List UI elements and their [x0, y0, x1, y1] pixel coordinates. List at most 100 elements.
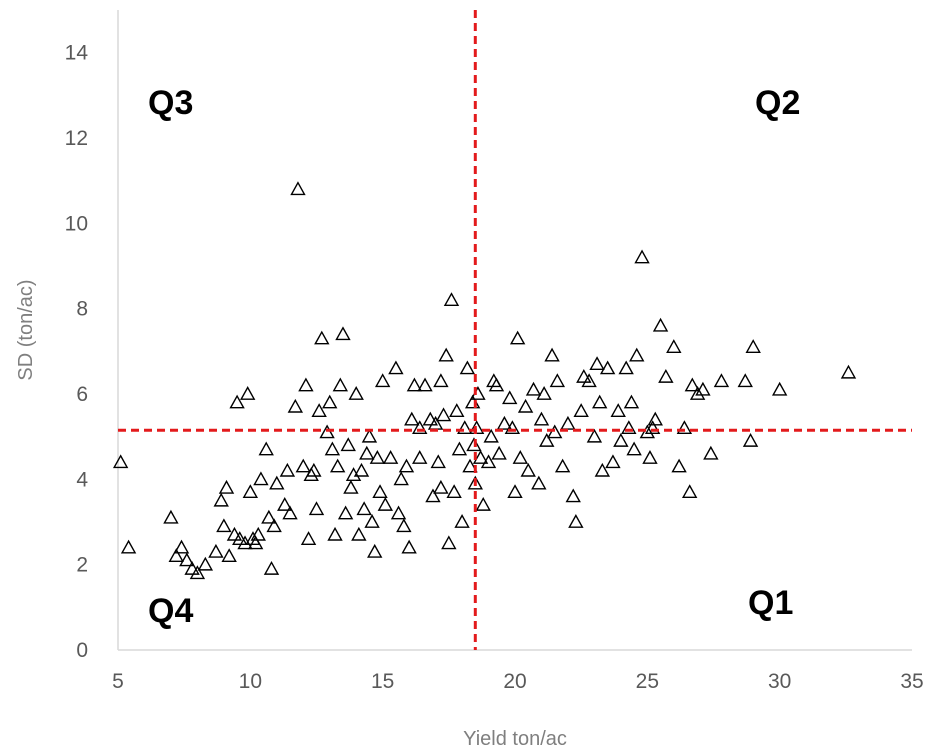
- data-point: [589, 356, 605, 371]
- data-points: [112, 181, 857, 580]
- x-tick-label: 25: [636, 670, 659, 693]
- data-point: [324, 441, 341, 456]
- data-point: [666, 339, 682, 353]
- threshold-lines: [118, 10, 912, 650]
- data-point: [599, 360, 616, 375]
- data-point: [253, 471, 269, 486]
- data-point: [327, 526, 343, 541]
- data-point: [504, 420, 521, 435]
- data-point: [462, 458, 478, 473]
- data-point: [689, 386, 706, 400]
- data-point: [737, 373, 753, 388]
- y-tick-label: 8: [76, 298, 88, 321]
- data-point: [449, 403, 465, 417]
- data-point: [340, 437, 356, 452]
- data-point: [629, 347, 645, 362]
- data-point: [446, 484, 462, 499]
- data-point: [404, 411, 420, 426]
- data-point: [457, 420, 473, 435]
- data-point: [322, 394, 338, 409]
- y-tick-label: 10: [65, 212, 88, 235]
- data-point: [533, 411, 550, 426]
- data-point: [554, 458, 571, 473]
- data-point: [525, 381, 542, 396]
- data-point: [258, 441, 274, 456]
- data-point: [581, 373, 597, 388]
- data-point: [208, 543, 224, 558]
- data-point: [388, 360, 404, 375]
- data-point: [592, 394, 608, 409]
- data-point: [509, 330, 526, 345]
- data-point: [189, 565, 206, 580]
- axis-titles: Yield ton/ac SD (ton/ac): [15, 279, 567, 750]
- data-point: [232, 531, 248, 545]
- y-tick-label: 14: [65, 42, 89, 65]
- data-point: [502, 390, 518, 405]
- data-point: [367, 543, 383, 558]
- data-point: [549, 373, 566, 388]
- data-point: [703, 445, 719, 460]
- data-point: [745, 339, 761, 353]
- data-point: [361, 428, 378, 443]
- data-point: [647, 411, 663, 426]
- data-point: [483, 428, 499, 443]
- data-point: [393, 471, 409, 486]
- data-point: [359, 445, 375, 460]
- data-point: [197, 556, 214, 571]
- data-point: [676, 420, 693, 435]
- data-point: [475, 496, 491, 511]
- data-point: [282, 505, 298, 520]
- data-point: [623, 394, 640, 409]
- data-point: [652, 317, 669, 332]
- data-point: [351, 526, 367, 541]
- tick-labels: 5 10 15 20 25 30 35 0 2 4 6 8 10 12 14: [65, 42, 924, 693]
- data-point: [306, 462, 322, 477]
- data-point: [300, 531, 317, 545]
- data-point: [287, 398, 304, 413]
- data-point: [417, 377, 433, 392]
- data-point: [261, 509, 277, 524]
- data-point: [568, 514, 584, 528]
- data-point: [120, 539, 137, 554]
- data-point: [435, 407, 452, 422]
- data-point: [216, 518, 232, 533]
- data-point: [840, 364, 857, 379]
- data-point: [573, 403, 589, 417]
- data-point: [242, 484, 259, 499]
- data-point: [218, 479, 235, 494]
- data-point: [345, 467, 362, 481]
- data-point: [314, 330, 330, 345]
- data-point: [491, 445, 507, 460]
- data-point: [308, 501, 325, 516]
- data-point: [412, 420, 428, 435]
- data-point: [406, 377, 423, 392]
- data-point: [335, 326, 351, 341]
- data-point: [472, 450, 489, 464]
- data-point: [401, 539, 417, 554]
- data-point: [520, 462, 536, 477]
- data-point: [377, 496, 394, 511]
- data-point: [163, 509, 179, 524]
- data-point: [412, 450, 428, 464]
- data-point: [179, 552, 195, 567]
- data-point: [539, 432, 555, 447]
- data-point: [250, 526, 266, 541]
- data-point: [382, 450, 399, 464]
- data-point: [329, 458, 346, 473]
- data-point: [454, 514, 470, 528]
- data-point: [565, 488, 581, 503]
- data-point: [451, 441, 468, 456]
- y-tick-label: 4: [76, 468, 88, 491]
- data-point: [671, 458, 687, 473]
- data-point: [237, 535, 253, 550]
- quadrant-label-q4: Q4: [148, 592, 193, 630]
- data-point: [332, 377, 349, 392]
- data-point: [634, 249, 650, 264]
- x-tick-label: 10: [239, 670, 262, 693]
- data-point: [560, 415, 576, 430]
- data-point: [430, 454, 446, 469]
- data-point: [644, 420, 661, 435]
- data-point: [298, 377, 314, 392]
- data-point: [695, 381, 711, 396]
